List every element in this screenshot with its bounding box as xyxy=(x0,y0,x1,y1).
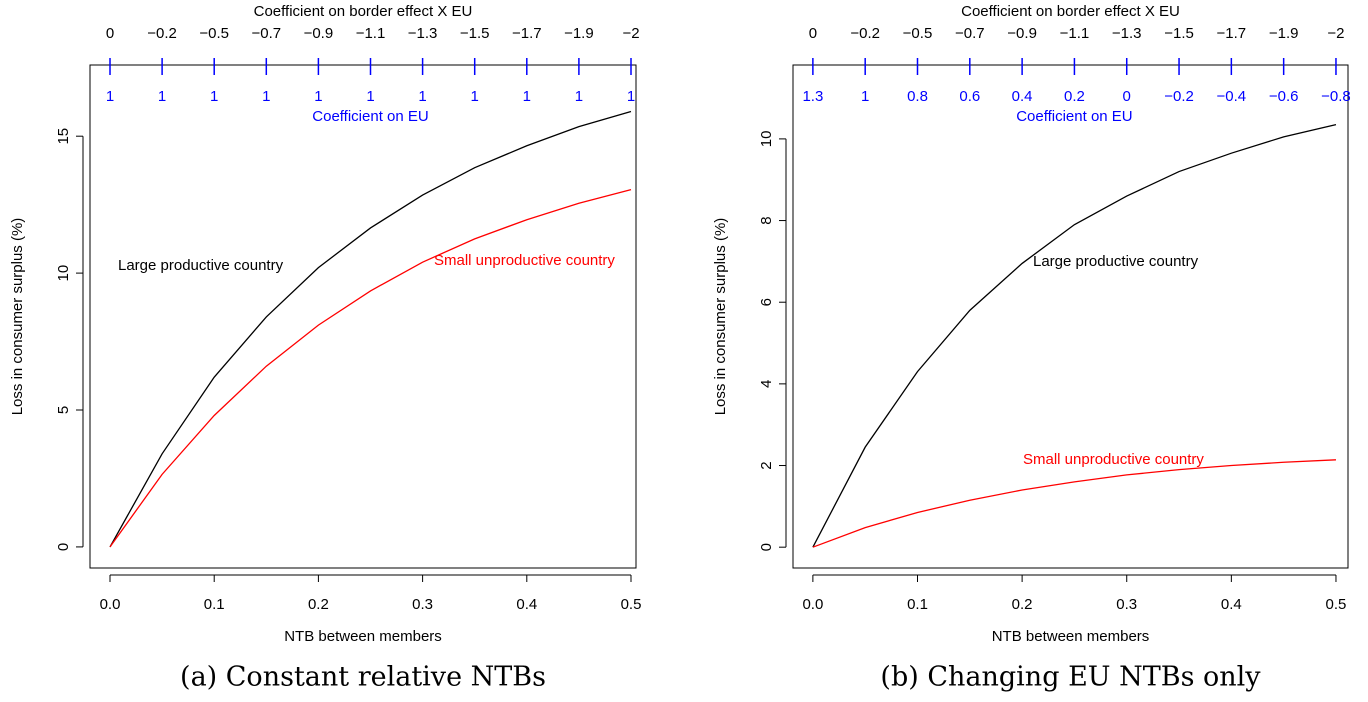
top-tick-label: −2 xyxy=(1327,25,1344,42)
eu-tick-label: 1 xyxy=(262,88,270,105)
top-tick-label: −1.3 xyxy=(408,25,438,42)
x-tick-label: 0.3 xyxy=(412,596,433,613)
eu-tick-label: 1 xyxy=(627,88,635,105)
series-line xyxy=(109,188,632,548)
top-tick-label: −0.2 xyxy=(850,25,880,42)
top-tick-label: −1.9 xyxy=(564,25,594,42)
eu-label: Coefficient on EU xyxy=(312,108,428,125)
series-annotation: Small unproductive country xyxy=(434,252,615,269)
top-tick-label: −1.7 xyxy=(1217,25,1247,42)
top-tick-label: −0.2 xyxy=(147,25,177,42)
y-tick-label: 4 xyxy=(758,380,775,388)
y-tick-label: 0 xyxy=(758,543,775,551)
y-tick-label: 8 xyxy=(758,216,775,224)
y-tick-label: 10 xyxy=(55,265,72,282)
top-tick-label: 0 xyxy=(106,25,114,42)
top-axis-label: Coefficient on border effect X EU xyxy=(254,3,473,20)
y-tick-label: 10 xyxy=(758,131,775,148)
eu-label: Coefficient on EU xyxy=(1016,108,1132,125)
x-tick-label: 0.2 xyxy=(308,596,329,613)
top-tick-label: −1.3 xyxy=(1112,25,1142,42)
eu-tick-label: 0.2 xyxy=(1064,88,1085,105)
x-tick-label: 0.1 xyxy=(907,596,928,613)
x-tick-label: 0.0 xyxy=(802,596,823,613)
y-tick-label: 2 xyxy=(758,461,775,469)
x-tick-label: 0.3 xyxy=(1116,596,1137,613)
eu-tick-label: 0.6 xyxy=(959,88,980,105)
eu-tick-label: 1 xyxy=(575,88,583,105)
x-tick-label: 0.5 xyxy=(621,596,642,613)
x-tick-label: 0.4 xyxy=(1221,596,1242,613)
series-annotation: Large productive country xyxy=(1033,253,1199,270)
top-tick-label: −0.7 xyxy=(955,25,985,42)
top-tick-label: −0.9 xyxy=(1007,25,1037,42)
series-line xyxy=(109,110,632,548)
y-tick-label: 0 xyxy=(55,543,72,551)
eu-tick-label: −0.8 xyxy=(1321,88,1351,105)
eu-tick-label: −0.2 xyxy=(1164,88,1194,105)
eu-tick-label: 1 xyxy=(418,88,426,105)
x-tick-label: 0.2 xyxy=(1012,596,1033,613)
x-axis-label: NTB between members xyxy=(992,628,1150,645)
top-axis-label: Coefficient on border effect X EU xyxy=(961,3,1180,20)
x-axis-label: NTB between members xyxy=(284,628,442,645)
top-tick-label: 0 xyxy=(809,25,817,42)
eu-tick-label: 1 xyxy=(314,88,322,105)
eu-tick-label: 1 xyxy=(366,88,374,105)
y-axis-label: Loss in consumer surplus (%) xyxy=(712,218,729,416)
x-tick-label: 0.1 xyxy=(204,596,225,613)
eu-tick-label: 1 xyxy=(210,88,218,105)
eu-tick-label: −0.4 xyxy=(1217,88,1247,105)
eu-tick-label: 1 xyxy=(106,88,114,105)
x-tick-label: 0.5 xyxy=(1326,596,1347,613)
top-tick-label: −1.1 xyxy=(1060,25,1090,42)
top-tick-label: −1.1 xyxy=(356,25,386,42)
top-tick-label: −0.5 xyxy=(199,25,229,42)
eu-tick-label: 1 xyxy=(471,88,479,105)
eu-tick-label: 1 xyxy=(158,88,166,105)
series-annotation: Small unproductive country xyxy=(1023,451,1204,468)
top-tick-label: −1.5 xyxy=(1164,25,1194,42)
top-tick-label: −2 xyxy=(622,25,639,42)
x-tick-label: 0.0 xyxy=(100,596,121,613)
eu-tick-label: 0.4 xyxy=(1012,88,1033,105)
y-tick-label: 6 xyxy=(758,298,775,306)
plot-box xyxy=(89,64,637,569)
top-tick-label: −1.5 xyxy=(460,25,490,42)
top-tick-label: −1.7 xyxy=(512,25,542,42)
y-tick-label: 15 xyxy=(55,128,72,145)
eu-tick-label: −0.6 xyxy=(1269,88,1299,105)
series-annotation: Large productive country xyxy=(118,257,284,274)
caption: (a) Constant relative NTBs xyxy=(180,662,546,693)
top-tick-label: −0.5 xyxy=(903,25,933,42)
series-line xyxy=(812,459,1337,548)
eu-tick-label: 1.3 xyxy=(802,88,823,105)
plot-box xyxy=(792,64,1349,569)
series-line xyxy=(812,123,1337,548)
top-tick-label: −0.7 xyxy=(251,25,281,42)
eu-tick-label: 1 xyxy=(523,88,531,105)
eu-tick-label: 0 xyxy=(1123,88,1131,105)
y-axis-label: Loss in consumer surplus (%) xyxy=(9,218,26,416)
eu-tick-label: 1 xyxy=(861,88,869,105)
eu-tick-label: 0.8 xyxy=(907,88,928,105)
top-tick-label: −1.9 xyxy=(1269,25,1299,42)
x-tick-label: 0.4 xyxy=(516,596,537,613)
y-tick-label: 5 xyxy=(55,406,72,414)
caption: (b) Changing EU NTBs only xyxy=(880,662,1261,693)
top-tick-label: −0.9 xyxy=(304,25,334,42)
